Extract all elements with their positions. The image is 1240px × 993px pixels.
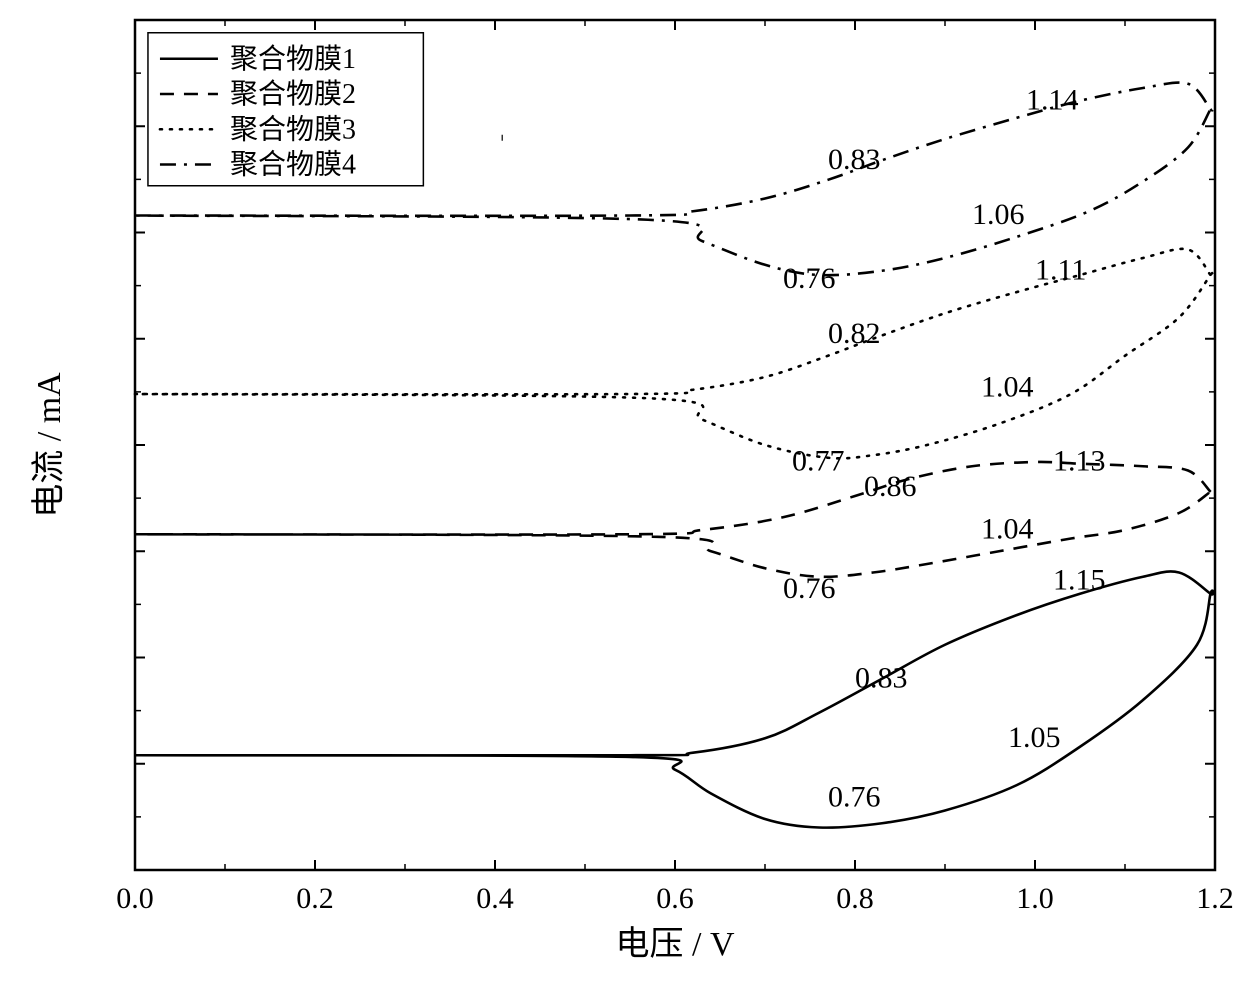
peak-annotation: 1.04: [981, 371, 1034, 404]
x-tick-label: 1.0: [1016, 882, 1054, 915]
cv-chart-svg: 0.0 0.2 0.4 0.6 0.8 1.0 1.2 电压 / V 电流 / mA 0.76 0.…: [0, 0, 1240, 993]
peak-annotation: 0.83: [855, 661, 908, 694]
x-tick-label: 0.0: [116, 882, 154, 915]
legend-label: 聚合物膜4: [230, 149, 356, 181]
peak-annotation: 0.76: [783, 572, 836, 605]
legend-label: 聚合物膜1: [230, 43, 356, 75]
peak-annotation: 0.76: [783, 262, 836, 295]
peak-annotation: 0.83: [828, 143, 881, 176]
peak-annotation: 1.14: [1026, 83, 1079, 116]
peak-annotation: 0.76: [828, 780, 881, 813]
peak-annotation: 1.05: [1008, 721, 1061, 754]
x-tick-label: 0.4: [476, 882, 514, 915]
peak-annotation: 1.15: [1053, 564, 1106, 597]
peak-annotation: 0.86: [864, 470, 917, 503]
peak-annotation: 1.11: [1035, 253, 1086, 286]
peak-annotation: 1.04: [981, 513, 1034, 546]
x-tick-label: 0.6: [656, 882, 694, 915]
peak-annotation: 1.06: [972, 198, 1025, 231]
series-solid: [135, 571, 1213, 827]
series-dashed: [135, 462, 1214, 577]
chart-container: 0.0 0.2 0.4 0.6 0.8 1.0 1.2 电压 / V 电流 / mA 0.76 0.…: [0, 0, 1240, 993]
x-tick-label: 1.2: [1196, 882, 1234, 915]
y-axis-title: 电流 / mA: [30, 372, 68, 518]
x-tick-label: 0.8: [836, 882, 874, 915]
legend-label: 聚合物膜2: [230, 78, 356, 110]
legend-label: 聚合物膜3: [230, 113, 356, 145]
x-tick-label: 0.2: [296, 882, 334, 915]
peak-annotation: 1.13: [1053, 445, 1106, 478]
x-axis-title: 电压 / V: [616, 925, 735, 963]
peak-annotation: 0.77: [792, 445, 845, 478]
peak-annotation: 0.82: [828, 317, 881, 350]
